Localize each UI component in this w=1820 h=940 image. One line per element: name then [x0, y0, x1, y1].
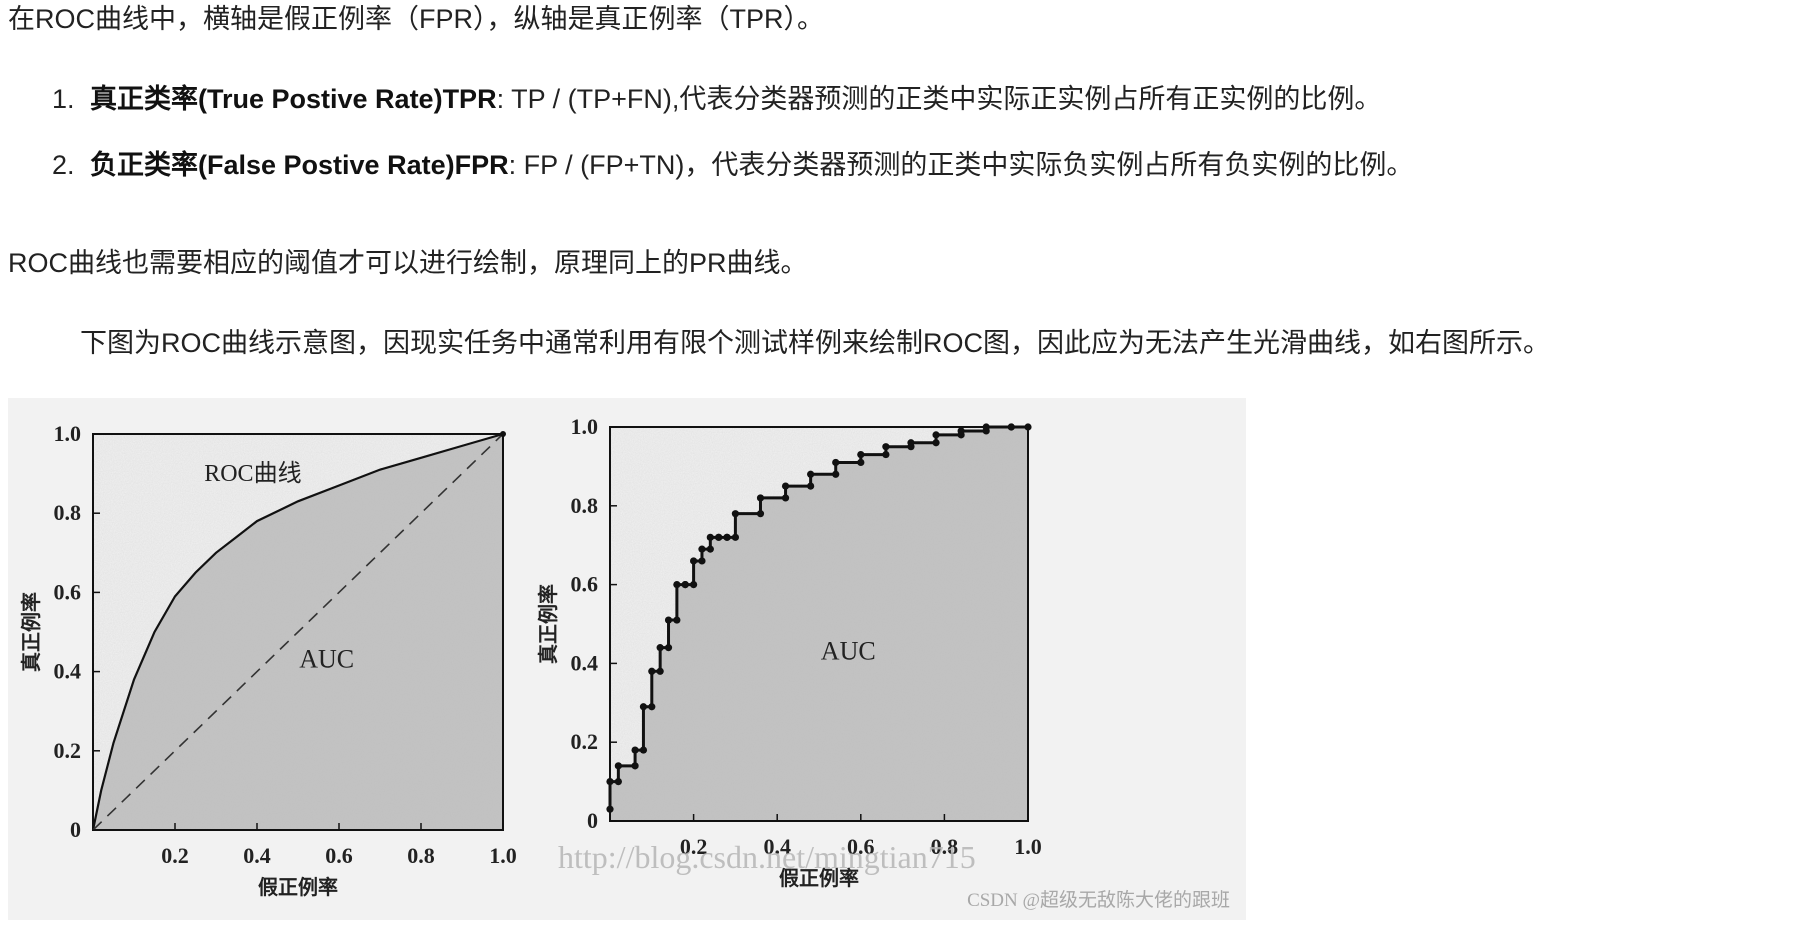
plot-frame — [92, 433, 504, 831]
data-point — [756, 510, 765, 518]
data-point — [723, 533, 731, 541]
x-axis-label: 假正例率 — [258, 875, 338, 899]
list-term: 负正类率(False Postive Rate)FPR — [90, 150, 509, 180]
data-point — [756, 494, 765, 502]
data-point — [690, 557, 698, 565]
data-point — [832, 470, 840, 478]
data-point — [731, 510, 740, 518]
plot-frame — [609, 426, 1029, 822]
y-tick-label: 0.2 — [54, 738, 82, 763]
data-point — [698, 557, 706, 565]
data-point — [715, 533, 723, 541]
data-point — [857, 458, 865, 467]
url-watermark: http://blog.csdn.net/mingtian715 — [558, 839, 976, 875]
data-point — [673, 616, 681, 624]
data-point — [957, 427, 965, 435]
x-tick-label: 0.8 — [407, 843, 435, 868]
data-point — [500, 431, 506, 437]
list-item-tpr: 1. 真正类率(True Postive Rate)TPR: TP / (TP+F… — [52, 82, 1381, 116]
data-point — [932, 431, 940, 439]
data-point — [731, 533, 740, 541]
x-tick-label: 0.6 — [847, 834, 875, 859]
y-axis-label: 真正例率 — [536, 584, 560, 664]
list-number: 2. — [52, 150, 75, 180]
data-point — [857, 450, 865, 459]
data-point — [1024, 423, 1032, 431]
random-guess-line — [92, 433, 504, 831]
data-point — [631, 746, 639, 754]
y-tick-label: 0.6 — [571, 572, 599, 597]
x-tick-label: 0.2 — [680, 834, 708, 859]
data-point — [673, 581, 681, 589]
x-tick-label: 0.8 — [931, 834, 959, 859]
data-point — [932, 439, 940, 447]
x-tick-label: 1.0 — [1014, 834, 1042, 859]
data-point — [982, 423, 990, 431]
data-point — [606, 805, 614, 813]
x-tick-label: 0.4 — [763, 834, 791, 859]
paragraph-threshold: ROC曲线也需要相应的阈值才可以进行绘制，原理同上的PR曲线。 — [8, 248, 808, 278]
data-point — [656, 667, 664, 675]
roc-curve-label: ROC曲线 — [204, 460, 301, 487]
y-tick-label: 0.2 — [571, 729, 599, 754]
data-point — [681, 581, 689, 589]
x-tick-label: 0.4 — [243, 843, 271, 868]
list-number: 1. — [52, 84, 75, 114]
roc-charts-svg: 0 0.2 0.4 0.6 0.8 1.0 0.2 0.4 0.6 0.8 1.0 假正例率 真正例率 A… — [19, 414, 1230, 911]
data-point — [690, 581, 698, 589]
auc-texture — [610, 427, 1028, 821]
roc-curve — [91, 432, 504, 831]
x-axis-label: 假正例率 — [779, 866, 859, 890]
data-point — [639, 703, 648, 711]
y-tick-label: 1.0 — [571, 414, 599, 439]
data-point — [606, 778, 614, 786]
data-point — [907, 439, 915, 447]
y-tick-label: 0.8 — [571, 493, 599, 518]
y-tick-label: 1.0 — [54, 421, 82, 446]
data-point — [781, 494, 790, 502]
list-term: 真正类率(True Postive Rate)TPR — [90, 84, 497, 114]
data-point — [706, 533, 714, 541]
data-point — [631, 762, 639, 770]
paragraph-figure-intro: 下图为ROC曲线示意图，因现实任务中通常利用有限个测试样例来绘制ROC图，因此应… — [80, 328, 1550, 358]
data-point — [698, 545, 706, 553]
data-point — [639, 746, 648, 754]
data-point — [706, 545, 714, 553]
data-point — [832, 458, 840, 467]
y-tick-label: 0 — [70, 817, 81, 842]
data-point — [1007, 423, 1015, 431]
y-tick-label: 0.4 — [54, 659, 82, 684]
data-point — [882, 450, 890, 459]
data-point — [882, 443, 890, 451]
data-point — [664, 616, 673, 624]
roc-figure: 0 0.2 0.4 0.6 0.8 1.0 0.2 0.4 0.6 0.8 1.0 假正例率 真正例率 A… — [8, 398, 1246, 920]
data-point — [807, 470, 815, 478]
data-point — [807, 482, 815, 490]
data-point — [648, 667, 656, 675]
list-definition: : FP / (FP+TN)，代表分类器预测的正类中实际负实例占所有负实例的比例… — [508, 150, 1414, 180]
data-point — [664, 644, 673, 652]
y-tick-label: 0.6 — [54, 579, 82, 604]
intro-text: 在ROC曲线中，横轴是假正例率（FPR），纵轴是真正例率（TPR）。 — [8, 4, 824, 34]
data-point — [781, 482, 790, 490]
data-point — [656, 644, 664, 652]
csdn-watermark: CSDN @超级无敌陈大佬的跟班 — [967, 889, 1230, 911]
y-tick-label: 0.4 — [571, 650, 599, 675]
data-point — [614, 778, 622, 786]
y-tick-label: 0 — [587, 808, 598, 833]
y-axis-label: 真正例率 — [19, 592, 43, 672]
list-definition: : TP / (TP+FN),代表分类器预测的正类中实际正实例占所有正实例的比例… — [496, 84, 1382, 114]
auc-label: AUC — [821, 636, 876, 665]
x-tick-label: 1.0 — [489, 843, 517, 868]
data-point — [648, 703, 656, 711]
y-tick-label: 0.8 — [54, 500, 82, 525]
list-item-fpr: 2. 负正类率(False Postive Rate)FPR: FP / (FP+… — [52, 148, 1413, 182]
x-tick-label: 0.2 — [161, 843, 189, 868]
auc-label: AUC — [299, 645, 354, 674]
data-point — [614, 762, 622, 770]
x-tick-label: 0.6 — [325, 843, 353, 868]
